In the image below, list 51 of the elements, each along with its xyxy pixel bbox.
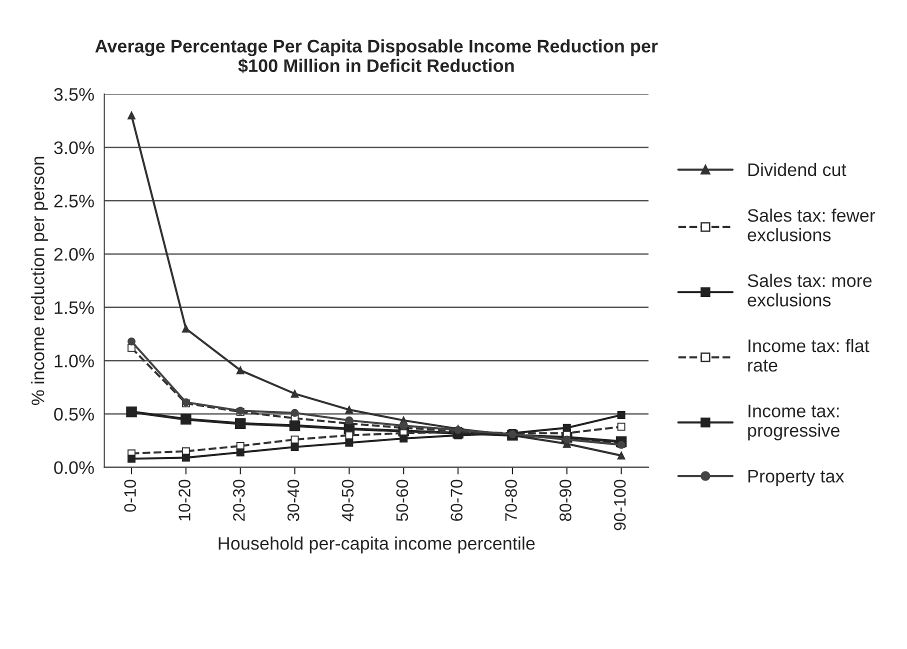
point: [290, 436, 299, 444]
point: [345, 406, 354, 414]
point: [126, 406, 137, 418]
point: [236, 448, 244, 456]
point: [182, 324, 190, 333]
x-tick-label: 60-70: [450, 480, 463, 521]
legend-label: Income tax: progressive: [748, 404, 840, 440]
x-tick-label: 70-80: [505, 480, 517, 521]
point: [290, 443, 299, 452]
legend-label: Income tax: flat rate: [748, 338, 870, 372]
y-tick-label: 0.5%: [54, 408, 94, 421]
y-tick-label: 2.5%: [54, 194, 94, 208]
y-tick-label: 1.5%: [54, 301, 94, 314]
y-tick-label: 3.0%: [54, 141, 94, 154]
point: [128, 454, 136, 463]
x-tick-label: 0-10: [124, 480, 136, 512]
legend-label: Sales tax: fewer exclusions: [748, 208, 876, 242]
x-tick-label: 10-20: [178, 480, 190, 520]
point: [617, 452, 626, 460]
legend-label: Property tax: [748, 470, 844, 486]
x-tick-label: 30-40: [287, 480, 300, 522]
x-tick-label: 50-60: [396, 480, 408, 522]
point: [128, 111, 136, 120]
point: [345, 438, 354, 447]
point: [290, 390, 299, 398]
point: [236, 366, 244, 374]
point: [562, 424, 571, 432]
point: [617, 411, 626, 420]
point: [617, 422, 626, 431]
y-tick-label: 0.0%: [54, 461, 94, 474]
point: [128, 337, 136, 346]
x-axis-title: Household per-capita income percentile: [218, 536, 535, 554]
point: [289, 420, 300, 432]
x-tick-label: 90-100: [614, 480, 626, 530]
legend-label: Dividend cut: [748, 162, 846, 176]
x-tick-label: 20-30: [233, 480, 245, 521]
point: [290, 408, 299, 417]
y-tick-label: 3.5%: [54, 88, 94, 101]
chart-title: Average Percentage Per Capita Disposable Income Reduction per $100 Million in Deficit Reduction: [95, 39, 658, 74]
x-tick-label: 40-50: [342, 480, 354, 522]
y-tick-label: 2.0%: [54, 248, 94, 261]
point: [182, 454, 190, 462]
point: [345, 431, 354, 440]
legend-label: Sales tax: more exclusions: [748, 274, 872, 306]
point: [345, 416, 354, 424]
point: [180, 414, 192, 425]
point: [400, 434, 408, 442]
point: [234, 418, 246, 429]
y-axis-title: % income reduction per person: [31, 156, 48, 405]
x-tick-label: 80-90: [560, 480, 572, 521]
y-tick-label: 1.0%: [54, 354, 94, 368]
